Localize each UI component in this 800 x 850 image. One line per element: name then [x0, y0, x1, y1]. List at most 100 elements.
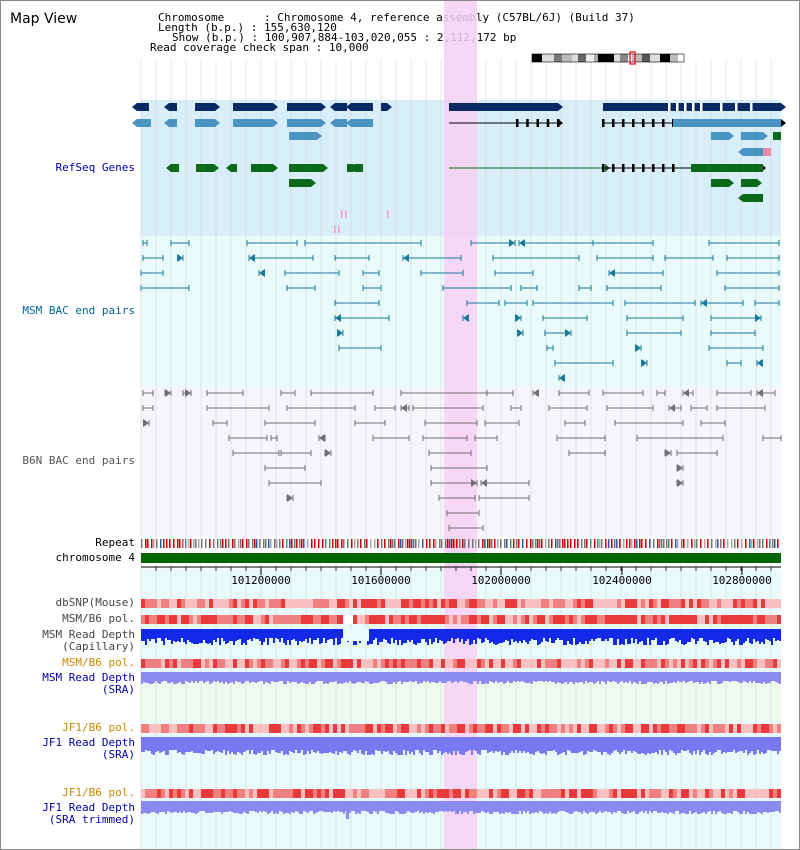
jf1-depth-bar [283, 737, 285, 755]
msm-depth-cap-bar [185, 629, 187, 644]
jf1-b6-pol-trim-cell [205, 789, 209, 798]
msm-depth-sra-bar [737, 672, 739, 682]
jf1-depth-trim-bar [283, 801, 285, 814]
jf1-depth-trim-bar [155, 801, 157, 813]
msm-depth-sra-bar [343, 672, 345, 683]
jf1-b6-pol-trim-cell [441, 789, 445, 798]
jf1-depth-bar [571, 737, 573, 753]
jf1-depth-bar [389, 737, 391, 754]
jf1-depth-bar [687, 737, 689, 750]
msm-depth-sra-bar [665, 672, 667, 681]
msm-b6-pol-sra-cell [605, 659, 609, 668]
jf1-depth-trim-bar [265, 801, 267, 812]
repeat-feature [370, 539, 372, 548]
msm-depth-sra-bar [579, 672, 581, 682]
msm-b6-pol-sra-cell [289, 659, 293, 668]
dbsnp-cell [385, 599, 389, 608]
msm-b6-pol-cell [645, 615, 649, 624]
jf1-depth-trim-bar [397, 801, 399, 812]
msm-depth-cap-bar [457, 629, 459, 638]
dbsnp-cell [753, 599, 757, 608]
repeat-feature [276, 539, 278, 548]
gene-exon-block [171, 164, 179, 172]
dbsnp-cell [601, 599, 605, 608]
msm-depth-sra-bar [627, 672, 629, 683]
msm-depth-cap-bar [221, 629, 223, 638]
jf1-depth-bar [751, 737, 753, 751]
jf1-depth-bar [649, 737, 651, 754]
msm-depth-cap-bar [489, 629, 491, 643]
bac-end-arrow [287, 494, 293, 502]
msm-b6-pol-cell [197, 615, 201, 624]
msm-depth-sra-bar [389, 672, 391, 684]
jf1-depth-trim-bar [231, 801, 233, 812]
gene-exon-block [289, 132, 317, 140]
jf1-depth-trim-bar [735, 801, 737, 811]
jf1-depth-trim-bar [729, 801, 731, 813]
msm-b6-pol-cell [601, 615, 605, 624]
gene-exon-block [233, 103, 273, 111]
jf1-b6-pol-cell [153, 724, 157, 733]
msm-b6-pol-cell [205, 615, 209, 624]
jf1-depth-bar [199, 737, 201, 753]
jf1-depth-trim-bar [337, 801, 339, 811]
jf1-depth-trim-bar [649, 801, 651, 811]
jf1-b6-pol-cell [389, 724, 393, 733]
jf1-depth-bar [165, 737, 167, 755]
repeat-feature [296, 539, 298, 548]
jf1-b6-pol-cell [357, 724, 361, 733]
msm-b6-pol-sra-cell [249, 659, 253, 668]
msm-depth-sra-bar [247, 672, 249, 681]
dbsnp-cell [649, 599, 653, 608]
msm-depth-cap-bar [481, 629, 483, 643]
jf1-b6-pol-cell [321, 724, 325, 733]
msm-depth-cap-bar [237, 629, 239, 640]
dbsnp-cell [537, 599, 541, 608]
msm-depth-sra-bar [485, 672, 487, 683]
repeat-feature [301, 539, 303, 548]
msm-depth-sra-bar [349, 672, 351, 681]
jf1-b6-pol-trim-cell [237, 789, 241, 798]
b6n-bac-end-pairs-label: B6N BAC end pairs [22, 454, 135, 467]
msm-bac-end-pairs-label: MSM BAC end pairs [22, 304, 135, 317]
msm-depth-sra-bar [377, 672, 379, 683]
jf1-depth-trim-bar [165, 801, 167, 814]
msm-b6-pol-cell [509, 615, 513, 624]
jf1-depth-bar [641, 737, 643, 753]
jf1-depth-bar [189, 737, 191, 752]
jf1-b6-pol-trim-cell [337, 789, 341, 798]
jf1-b6-pol-trim-cell [765, 789, 769, 798]
msm-depth-cap-bar [423, 629, 425, 639]
jf1-depth-bar [179, 737, 181, 752]
msm-depth-sra-bar [509, 672, 511, 683]
jf1-depth-trim-bar [731, 801, 733, 814]
bac-end-arrow [471, 479, 477, 487]
jf1-depth-bar [637, 737, 639, 754]
jf1-b6-pol-cell [669, 724, 673, 733]
msm-depth-cap-bar [605, 629, 607, 639]
msm-depth-cap-bar [419, 629, 421, 643]
jf1-b6-pol-trim-cell [449, 789, 453, 798]
jf1-b6-pol-cell [305, 724, 309, 733]
jf1-depth-bar [627, 737, 629, 751]
jf1-depth-trim-bar [249, 801, 251, 811]
ideogram-band [660, 54, 670, 62]
jf1-b6-pol-trim-cell [769, 789, 773, 798]
jf1-depth-bar [579, 737, 581, 752]
msm-depth-cap-bar [257, 629, 259, 639]
jf1-depth-bar [507, 737, 509, 755]
dbsnp-cell [337, 599, 341, 608]
msm-depth-cap-bar [575, 629, 577, 645]
jf1-depth-bar [275, 737, 277, 752]
jf1-b6-pol-trim-cell [581, 789, 585, 798]
repeat-feature [601, 539, 603, 548]
jf1-depth-bar [411, 737, 413, 752]
jf1-b6-pol-trim-cell [289, 789, 293, 798]
dbsnp-cell [701, 599, 705, 608]
jf1-depth-bar [557, 737, 559, 755]
msm-b6-pol-cell [761, 615, 765, 624]
msm-b6-pol-sra-cell [293, 659, 297, 668]
jf1-b6-pol-cell [545, 724, 549, 733]
msm-depth-sra-bar [151, 672, 153, 684]
